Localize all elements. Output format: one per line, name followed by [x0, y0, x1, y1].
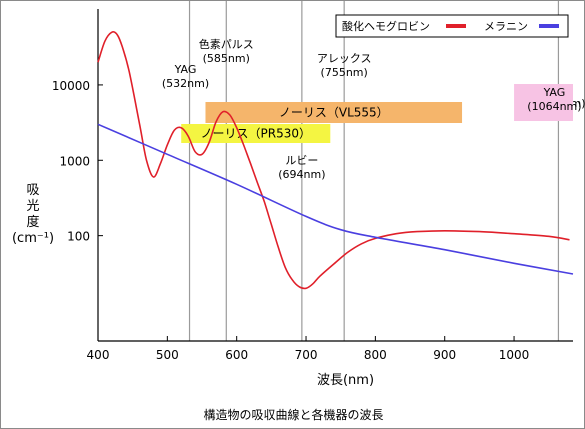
laser-band-1 [181, 124, 331, 143]
y-axis-title-0: 吸 [26, 183, 39, 198]
y-axis-title-1: 光 [26, 199, 39, 214]
x-tick-label-1: 500 [156, 348, 179, 362]
x-tick-label-6: 1000 [499, 348, 530, 362]
x-tick-label-3: 700 [295, 348, 318, 362]
wavelength-label-1-0: 色素パルス [199, 37, 254, 51]
x-tick-label-2: 600 [225, 348, 248, 362]
series-line-1 [97, 123, 574, 275]
wavelength-label-2-1: (694nm) [278, 168, 325, 181]
x-tick-label-5: 900 [433, 348, 456, 362]
x-axis-title: 波長(nm) [317, 373, 374, 388]
wavelength-label-0-0: YAG [174, 63, 197, 76]
legend-label-1: メラニン [484, 20, 528, 33]
y-tick-label-0: 100 [67, 230, 90, 244]
wavelength-label-top-0: YAG [543, 86, 566, 99]
y-axis-title-2: 度 [26, 214, 39, 230]
laser-band-label-1: ノーリス（PR530） [201, 127, 311, 141]
wavelength-label-1-1: (585nm) [203, 52, 250, 65]
figure-caption: 構造物の吸収曲線と各機器の波長 [203, 408, 384, 422]
laser-band-label-0: ノーリス（VL555） [279, 106, 389, 120]
y-tick-label-1: 1000 [59, 154, 90, 168]
y-axis-title-3: (cm⁻¹) [12, 231, 54, 246]
y-tick-label-2: 10000 [52, 79, 90, 93]
wavelength-label-3-1: (755nm) [321, 66, 368, 79]
wavelength-label-top-1: (1064nm) [527, 100, 581, 113]
absorption-chart: YAG(532nm)色素パルス(585nm)ルビー(694nm)アレックス(75… [12, 1, 585, 388]
series-line-0 [97, 31, 570, 290]
wavelength-label-3-0: アレックス [317, 52, 372, 65]
wavelength-label-2-0: ルビー [285, 154, 318, 167]
laser-band-0 [205, 102, 463, 123]
laser-band-2 [514, 84, 573, 121]
x-tick-label-4: 800 [364, 348, 387, 362]
x-tick-label-0: 400 [87, 348, 110, 362]
wavelength-label-0-1: (532nm) [162, 77, 209, 90]
legend-label-0: 酸化ヘモグロビン [342, 19, 430, 33]
